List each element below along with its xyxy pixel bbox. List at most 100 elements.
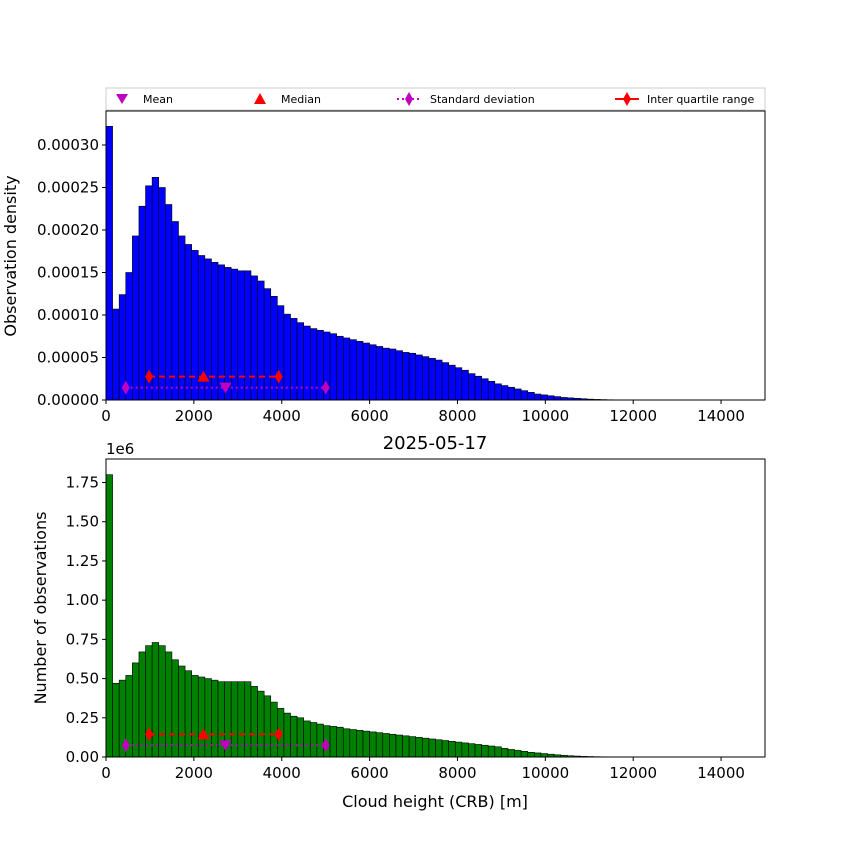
density-bar [178,235,186,401]
density-bar [487,380,496,401]
counts-bar [329,726,337,758]
counts-bar [428,738,436,758]
counts-bar [336,726,344,758]
counts-bar [481,744,489,758]
density-bar [507,386,515,401]
std-marker-icon [405,92,413,106]
counts-y-tick-label: 1.00 [66,591,99,609]
counts-std-marker [121,738,130,753]
counts-iqr-marker [274,727,283,742]
density-bar [303,325,311,401]
density-bar [230,268,239,401]
density-bar [138,205,146,401]
density-bar [402,352,410,401]
density-y-tick-label: 0.00000 [37,391,99,409]
counts-bar [395,734,403,758]
counts-bar [415,737,423,758]
legend-label-std: Standard deviation [430,93,535,106]
density-bar [329,333,337,401]
density-y-tick-label: 0.00030 [37,136,99,154]
counts-bar [389,733,397,758]
density-bar [514,388,522,401]
density-bar [395,350,403,401]
density-bar [125,272,133,401]
counts-bar [468,743,476,758]
counts-bar [540,753,548,758]
counts-bar [356,730,364,758]
counts-y-tick-label: 0.25 [66,709,99,727]
density-bar [422,356,430,401]
density-bar [349,339,357,401]
density-y-tick-label: 0.00010 [37,306,99,324]
counts-bar [165,651,173,758]
counts-x-axis-label: Cloud height (CRB) [m] [342,792,528,811]
counts-y-tick-label: 1.75 [66,474,99,492]
mean-marker-icon [116,94,128,104]
density-bar [520,390,529,401]
counts-bar [527,751,535,758]
density-bar [454,367,463,401]
counts-bar [435,739,443,758]
legend: Mean Median Standard deviation Inter qua… [105,87,766,111]
counts-x-tick-label: 14000 [697,764,745,782]
density-bar [428,358,436,401]
counts-x-tick-label: 2000 [175,764,213,782]
density-y-tick-label: 0.00025 [37,179,99,197]
density-x-tick-label: 2000 [175,407,213,425]
legend-entry-iqr: Inter quartile range [615,92,754,106]
density-bar [481,378,489,401]
counts-bar [158,645,166,758]
density-bar [369,344,377,401]
counts-bar [250,686,258,758]
counts-panel: 0.00 0.25 0.50 0.75 1.00 1.25 1.50 1.75 0 2000 400… [66,458,766,782]
density-iqr-marker [274,369,283,384]
density-bar [244,270,252,401]
density-bar [165,204,173,401]
density-bar [277,305,285,401]
density-bar [553,396,562,401]
density-bar [224,267,232,401]
counts-mean-marker [219,740,232,752]
density-x-tick-label: 12000 [609,407,657,425]
counts-bar [474,744,482,758]
density-bar [336,335,344,401]
counts-bar [309,722,318,758]
density-bar [257,280,265,401]
density-bar [527,392,535,401]
legend-entry-std: Standard deviation [397,92,535,106]
counts-bar [441,740,449,758]
density-bar [494,383,502,401]
counts-bar [184,670,192,758]
counts-x-tick-label: 10000 [521,764,569,782]
counts-bar [303,720,311,758]
density-bar [217,264,225,401]
counts-bar [422,737,430,758]
density-y-tick-label: 0.00015 [37,264,99,282]
density-x-tick-label: 4000 [263,407,301,425]
counts-bar [342,728,351,758]
density-bar [145,185,153,401]
density-x-tick-label: 10000 [521,407,569,425]
counts-bar [514,750,522,758]
counts-bar [257,690,265,758]
counts-iqr-marker [145,727,154,742]
density-y-tick-label: 0.00020 [37,221,99,239]
counts-bar [132,662,140,758]
density-bar [151,177,160,401]
counts-bar [362,730,370,758]
density-bar [132,235,140,401]
density-panel: 0.00000 0.00005 0.00010 0.00015 0.00020 0.000… [37,110,766,425]
counts-bar [494,746,502,758]
legend-label-mean: Mean [143,93,173,106]
density-bar [408,352,417,401]
counts-bar [316,723,324,758]
counts-x-tick-label: 8000 [438,764,476,782]
density-bar [158,187,166,401]
density-bar [474,375,482,401]
density-bar [468,373,476,401]
counts-bar [402,735,410,758]
counts-y-tick-label: 1.50 [66,513,99,531]
density-bar [547,395,555,401]
legend-label-median: Median [281,93,321,106]
